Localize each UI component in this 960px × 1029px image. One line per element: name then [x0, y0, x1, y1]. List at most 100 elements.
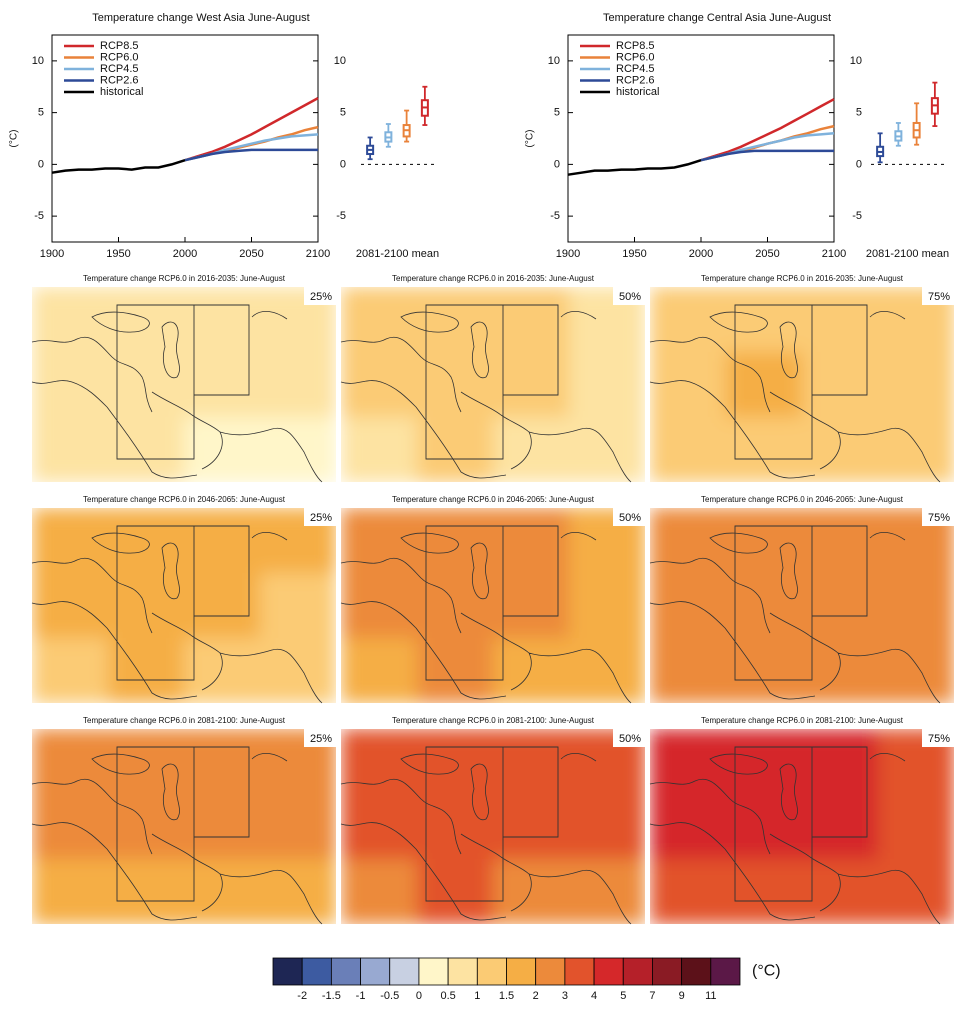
colorbar-tick-label: 3: [562, 990, 568, 1002]
map-cell: [493, 352, 570, 418]
percentile-badge: [613, 508, 645, 526]
map-field: [650, 508, 954, 703]
legend-label: historical: [616, 86, 659, 98]
y-tick-label: 10: [32, 55, 44, 67]
colorbar-swatch: [330, 957, 361, 986]
map-field-inner: [650, 729, 954, 924]
map-cell: [802, 352, 879, 418]
colorbar-tick-label: 4: [591, 990, 597, 1002]
y-tick-label: 10: [548, 55, 560, 67]
series-line: [184, 148, 318, 162]
map-cell: [417, 287, 494, 353]
region-box: [425, 525, 559, 681]
map-cell: [184, 352, 261, 418]
map-cell: [108, 859, 185, 924]
map-cell: [260, 794, 336, 860]
map-cell: [108, 417, 185, 482]
y-tick-label: -5: [852, 210, 862, 222]
y-tick-label: 10: [334, 55, 346, 67]
colorbar-tick-label: 2: [533, 990, 539, 1002]
series-line: [51, 159, 186, 174]
map-title: Temperature change RCP6.0 in 2046-2065: …: [701, 495, 904, 504]
series-line: [567, 159, 702, 176]
colorbar: -2 -1.5 -1 -0.5 0 0.5 1 1.5 2 3 4 5 7 9 11 (°C): [272, 957, 781, 1002]
colorbar-tick-label: 0: [416, 990, 422, 1002]
map-panel: Temperature change RCP6.0 in 2081-2100: …: [649, 716, 954, 925]
map-percentile: 25%: [310, 512, 332, 524]
map-percentile: 25%: [310, 733, 332, 745]
region-box: [116, 525, 250, 681]
colorbar-swatch: [447, 957, 478, 986]
map-panel: Temperature change RCP6.0 in 2046-2065: …: [340, 495, 645, 704]
colorbar-tick-label: 1: [474, 990, 480, 1002]
map-field: [650, 287, 954, 482]
legend-label: RCP6.0: [616, 51, 655, 63]
map-cell: [417, 729, 494, 795]
map-field: [341, 508, 645, 703]
map-cell: [417, 417, 494, 482]
coastline: [649, 531, 941, 704]
map-cell: [569, 573, 645, 639]
region-box: [734, 304, 868, 460]
map-cell: [569, 794, 645, 860]
coastline: [31, 752, 323, 925]
map-cell: [802, 573, 879, 639]
map-title: Temperature change RCP6.0 in 2081-2100: …: [701, 716, 904, 725]
box-panel-label: 2081-2100 mean: [866, 248, 949, 260]
legend-label: RCP2.6: [100, 74, 139, 86]
x-tick-label: 2100: [306, 248, 330, 260]
percentile-badge: [922, 508, 954, 526]
colorbar-swatch: [389, 957, 420, 986]
colorbar-swatch: [476, 957, 507, 986]
map-panel: Temperature change RCP6.0 in 2016-2035: …: [31, 274, 336, 483]
map-cell: [493, 508, 570, 574]
map-cell: [32, 573, 109, 639]
map-cell: [417, 638, 494, 703]
map-cell: [260, 417, 336, 482]
map-cell: [802, 638, 879, 703]
map-cell: [878, 859, 954, 924]
map-title: Temperature change RCP6.0 in 2046-2065: …: [83, 495, 286, 504]
percentile-badge: [304, 508, 336, 526]
map-cell: [108, 508, 185, 574]
colorbar-tick-label: -0.5: [380, 990, 399, 1002]
legend-label: historical: [100, 86, 143, 98]
map-cell: [726, 508, 803, 574]
series-line: [700, 149, 834, 162]
map-cell: [493, 573, 570, 639]
colorbar-swatch: [360, 957, 391, 986]
colorbar-unit: (°C): [752, 963, 781, 980]
colorbar-swatch: [272, 957, 303, 986]
map-percentile: 50%: [619, 291, 641, 303]
map-cell: [341, 638, 418, 703]
map-cell: [184, 794, 261, 860]
map-cell: [341, 573, 418, 639]
percentile-badge: [613, 287, 645, 305]
map-percentile: 75%: [928, 733, 950, 745]
map-cell: [878, 573, 954, 639]
map-cell: [32, 859, 109, 924]
legend-label: RCP2.6: [616, 74, 655, 86]
map-field: [32, 729, 336, 924]
x-tick-label: 2000: [173, 248, 197, 260]
region-box: [734, 746, 868, 902]
coastline: [649, 752, 941, 925]
map-panel: Temperature change RCP6.0 in 2016-2035: …: [649, 274, 954, 483]
map-field: [32, 508, 336, 703]
coastline: [649, 310, 941, 483]
percentile-badge: [922, 287, 954, 305]
map-cell: [569, 859, 645, 924]
map-percentile: 75%: [928, 291, 950, 303]
map-cell: [650, 638, 727, 703]
map-field: [650, 729, 954, 924]
box-panel-label: 2081-2100 mean: [356, 248, 439, 260]
map-cell: [184, 638, 261, 703]
map-cell: [726, 729, 803, 795]
legend-label: RCP6.0: [100, 51, 139, 63]
y-axis-label: (°C): [9, 130, 20, 148]
map-cell: [32, 352, 109, 418]
map-field-inner: [650, 508, 954, 703]
map-cell: [650, 794, 727, 860]
y-tick-label: -5: [550, 210, 560, 222]
